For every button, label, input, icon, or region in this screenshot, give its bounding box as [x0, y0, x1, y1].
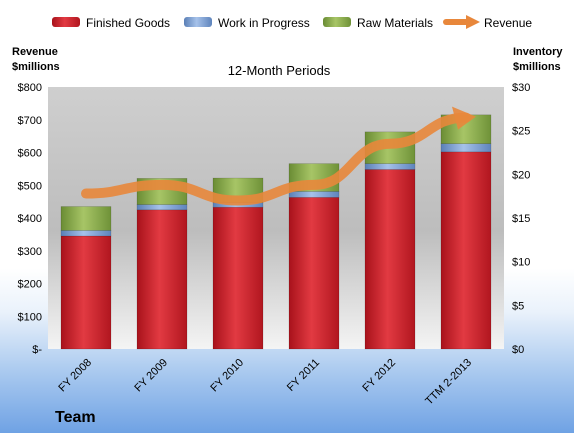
y-left-tick-label: $400: [18, 213, 42, 225]
y-right-title-line1: Inventory: [513, 46, 563, 58]
legend: Finished Goods Work in Progress Raw Mate…: [52, 15, 532, 30]
revenue-line-layer: [81, 106, 476, 206]
y-right-tick-label: $10: [512, 257, 530, 269]
y-left-title-line2: $millions: [12, 61, 60, 73]
y-left-tick-label: $800: [18, 82, 42, 94]
legend-swatch-finished-goods: [52, 17, 80, 27]
bar-work-in-progress-0: [60, 230, 112, 237]
y-right-tick-label: $20: [512, 169, 530, 181]
x-tick-label: FY 2011: [285, 357, 322, 394]
legend-swatch-raw-materials: [323, 17, 351, 27]
x-tick-label: FY 2009: [132, 357, 170, 395]
revenue-line: [81, 112, 471, 206]
bars-layer: [60, 114, 492, 350]
bar-finished-goods-3: [288, 197, 340, 350]
y-left-tick-label: $300: [18, 246, 42, 258]
x-tick-label: FY 2010: [208, 357, 246, 395]
y-right-tick-label: $25: [512, 126, 530, 138]
footer-company-name: Team: [55, 409, 96, 426]
legend-swatch-work-in-progress: [184, 17, 212, 27]
legend-label-finished-goods: Finished Goods: [86, 16, 170, 30]
bar-finished-goods-5: [440, 151, 492, 350]
chart-subtitle: 12-Month Periods: [228, 63, 331, 78]
x-tick-label: FY 2012: [360, 357, 398, 395]
y-left-tick-label: $700: [18, 115, 42, 127]
bar-finished-goods-2: [212, 206, 264, 350]
y-left-tick-label: $500: [18, 180, 42, 192]
legend-label-raw-materials: Raw Materials: [357, 16, 433, 30]
x-tick-label: FY 2008: [56, 357, 94, 395]
revenue-line-arrowhead: [452, 106, 476, 130]
y-right-tick-label: $30: [512, 82, 530, 94]
bar-work-in-progress-3: [288, 191, 340, 198]
legend-label-revenue: Revenue: [484, 16, 532, 30]
bar-work-in-progress-1: [136, 204, 188, 211]
bar-finished-goods-4: [364, 169, 416, 350]
bar-raw-materials-0: [60, 206, 112, 231]
bar-finished-goods-1: [136, 209, 188, 350]
y-left-title-line1: Revenue: [12, 46, 58, 58]
bar-finished-goods-0: [60, 235, 112, 350]
legend-label-work-in-progress: Work in Progress: [218, 16, 310, 30]
y-left-tick-label: $600: [18, 148, 42, 160]
y-right-tick-label: $5: [512, 300, 524, 312]
y-left-tick-label: $-: [32, 344, 42, 356]
y-left-tick-label: $200: [18, 279, 42, 291]
y-left-tick-label: $100: [18, 311, 42, 323]
y-right-tick-label: $15: [512, 213, 530, 225]
y-right-title-line2: $millions: [513, 61, 561, 73]
y-right-tick-label: $0: [512, 344, 524, 356]
bar-work-in-progress-4: [364, 163, 416, 170]
legend-swatch-revenue: [443, 15, 480, 29]
x-tick-label: TTM 2-2013: [423, 357, 474, 408]
bar-work-in-progress-5: [440, 143, 492, 153]
